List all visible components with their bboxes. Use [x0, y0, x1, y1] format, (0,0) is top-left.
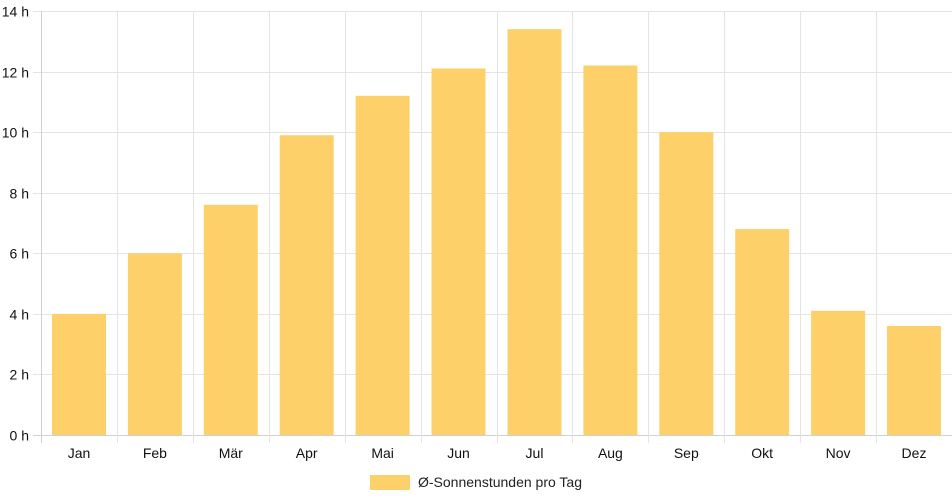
bar-apr: [279, 135, 334, 435]
x-tick-label: Feb: [143, 445, 167, 461]
y-tick-label: 6 h: [10, 246, 29, 262]
y-tick-label: 2 h: [10, 367, 29, 383]
x-tick-label: Dez: [902, 445, 927, 461]
x-tick-label: Jan: [68, 445, 91, 461]
legend-label[interactable]: Ø-Sonnenstunden pro Tag: [418, 474, 582, 490]
x-tick-label: Aug: [598, 445, 623, 461]
y-tick-label: 10 h: [2, 125, 29, 141]
legend-swatch[interactable]: [370, 475, 410, 490]
y-tick-label: 12 h: [2, 65, 29, 81]
x-tick-label: Apr: [296, 445, 318, 461]
axis-layer: 0 h 2 h 4 h 6 h 8 h 10 h 12 h 14 h Jan Feb Mär Apr M…: [2, 4, 927, 462]
x-tick-label: Okt: [751, 445, 773, 461]
x-tick-label: Nov: [826, 445, 851, 461]
bar-nov: [811, 310, 866, 435]
bar-jan: [52, 313, 106, 435]
x-tick-label: Jun: [447, 445, 470, 461]
y-tick-label: 8 h: [10, 186, 29, 202]
bar-jun: [431, 68, 486, 435]
bar-okt: [735, 229, 790, 435]
x-tick-label: Jul: [526, 445, 544, 461]
bar-aug: [583, 65, 638, 435]
legend[interactable]: Ø-Sonnenstunden pro Tag: [370, 474, 582, 490]
bar-feb: [127, 253, 182, 435]
bar-mai: [355, 95, 410, 436]
bar-jul: [507, 29, 562, 435]
y-tick-label: 0 h: [10, 428, 29, 444]
y-tick-label: 14 h: [2, 4, 29, 20]
grid-layer: [33, 11, 952, 443]
bars-layer: [52, 29, 941, 436]
bar-mär: [203, 204, 258, 435]
x-tick-label: Sep: [674, 445, 699, 461]
y-tick-label: 4 h: [10, 307, 29, 323]
bar-dez: [887, 326, 941, 435]
bar-sep: [659, 132, 714, 435]
x-tick-label: Mai: [371, 445, 394, 461]
x-tick-label: Mär: [219, 445, 243, 461]
